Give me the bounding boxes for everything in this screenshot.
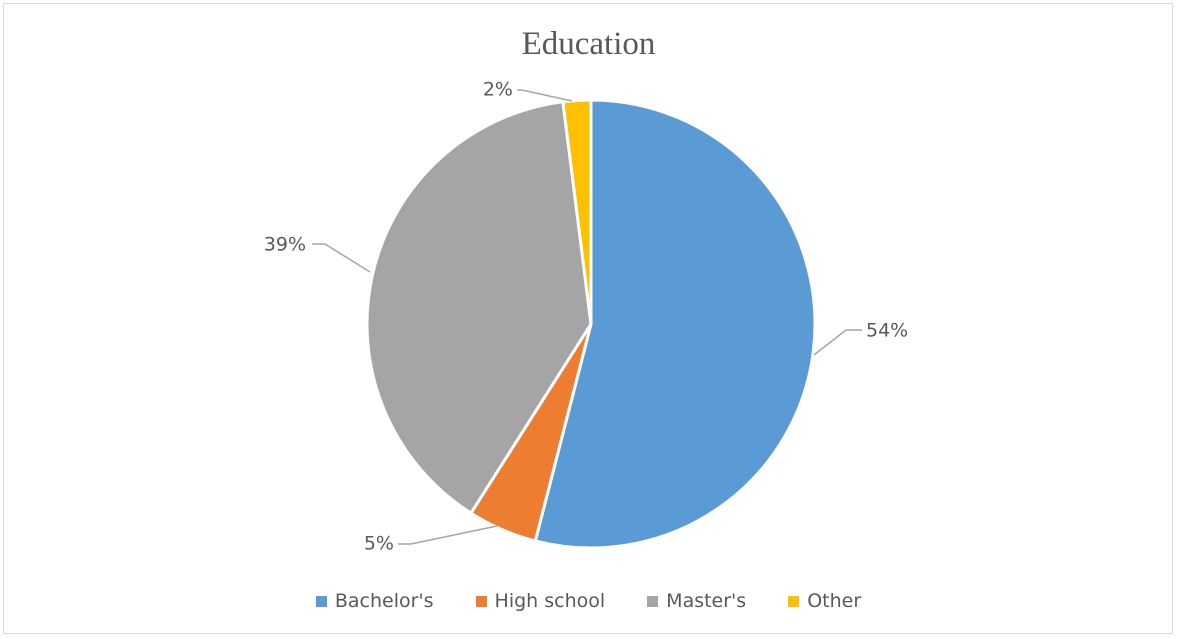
leader-line-bachelors — [813, 329, 862, 356]
data-label-bachelors: 54% — [866, 320, 908, 342]
legend-label: Master's — [666, 590, 747, 612]
legend-swatch — [315, 595, 327, 607]
legend-label: High school — [494, 590, 606, 612]
legend-label: Other — [807, 590, 862, 612]
data-label-other: 2% — [483, 79, 513, 101]
legend-item-masters: Master's — [647, 590, 746, 612]
legend-swatch — [475, 595, 487, 607]
slice-masters — [365, 100, 593, 515]
legend-item-high-school: High school — [475, 590, 606, 612]
legend-label: Bachelor's — [334, 590, 434, 612]
data-label-masters: 39% — [264, 234, 306, 256]
leader-line-other — [517, 89, 573, 102]
legend-item-other: Other — [788, 590, 861, 612]
slice-other — [561, 98, 593, 326]
slice-bachelors — [533, 98, 817, 550]
legend-item-bachelors: Bachelor's — [315, 590, 434, 612]
legend-swatch — [788, 595, 800, 607]
data-label-high-school: 5% — [364, 533, 394, 555]
legend: Bachelor's High school Master's Other — [0, 590, 1177, 612]
leader-line-high-school — [398, 525, 498, 545]
legend-swatch — [647, 595, 659, 607]
leader-line-masters — [312, 243, 371, 273]
chart-title: Education — [521, 26, 656, 62]
